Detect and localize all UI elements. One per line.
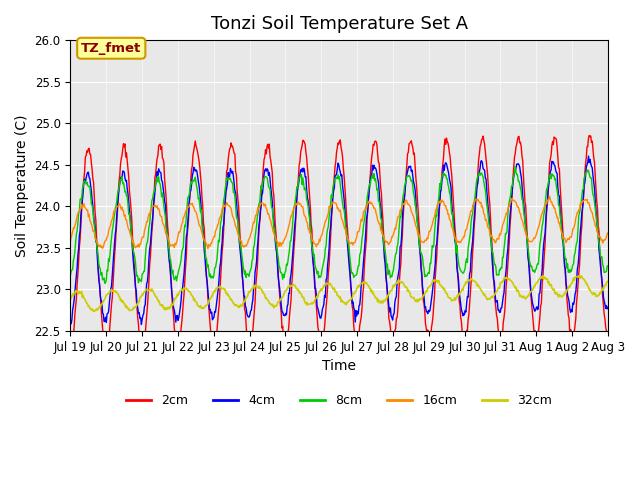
32cm (90, 309, 98, 314)
32cm (405, 289, 413, 295)
32cm (187, 290, 195, 296)
2cm (405, 141, 413, 146)
2cm (103, 347, 111, 353)
32cm (215, 285, 223, 290)
2cm (67, 343, 74, 349)
2cm (187, 177, 195, 183)
8cm (215, 239, 223, 245)
4cm (187, 188, 195, 194)
16cm (76, 206, 84, 212)
16cm (546, 193, 554, 199)
2cm (215, 302, 223, 308)
Line: 4cm: 4cm (70, 156, 608, 324)
Title: Tonzi Soil Temperature Set A: Tonzi Soil Temperature Set A (211, 15, 468, 33)
2cm (76, 236, 84, 242)
16cm (186, 201, 194, 207)
16cm (405, 202, 413, 208)
4cm (138, 322, 145, 327)
4cm (604, 304, 612, 310)
Y-axis label: Soil Temperature (C): Soil Temperature (C) (15, 114, 29, 257)
8cm (187, 179, 195, 184)
16cm (421, 238, 429, 243)
4cm (585, 153, 593, 159)
32cm (421, 291, 429, 297)
16cm (204, 245, 212, 251)
32cm (76, 290, 84, 296)
X-axis label: Time: Time (322, 359, 356, 373)
8cm (67, 273, 74, 278)
2cm (586, 132, 593, 138)
Line: 2cm: 2cm (70, 135, 608, 350)
8cm (132, 268, 140, 274)
Legend: 2cm, 4cm, 8cm, 16cm, 32cm: 2cm, 4cm, 8cm, 16cm, 32cm (121, 389, 557, 412)
4cm (405, 163, 413, 169)
4cm (132, 284, 140, 290)
4cm (67, 318, 74, 324)
Line: 16cm: 16cm (70, 196, 608, 248)
2cm (421, 309, 429, 314)
Line: 8cm: 8cm (70, 167, 608, 283)
Line: 32cm: 32cm (70, 276, 608, 312)
2cm (604, 332, 612, 338)
32cm (67, 297, 74, 302)
4cm (215, 275, 223, 280)
8cm (405, 173, 413, 179)
32cm (539, 273, 547, 279)
16cm (132, 245, 140, 251)
8cm (604, 263, 612, 269)
4cm (76, 228, 84, 234)
4cm (421, 304, 429, 310)
16cm (215, 216, 223, 222)
8cm (101, 280, 109, 286)
16cm (604, 230, 612, 236)
8cm (76, 196, 84, 202)
16cm (67, 239, 74, 244)
2cm (132, 296, 140, 301)
32cm (132, 304, 140, 310)
32cm (604, 278, 612, 284)
Text: TZ_fmet: TZ_fmet (81, 42, 141, 55)
8cm (421, 274, 429, 279)
8cm (511, 164, 519, 169)
